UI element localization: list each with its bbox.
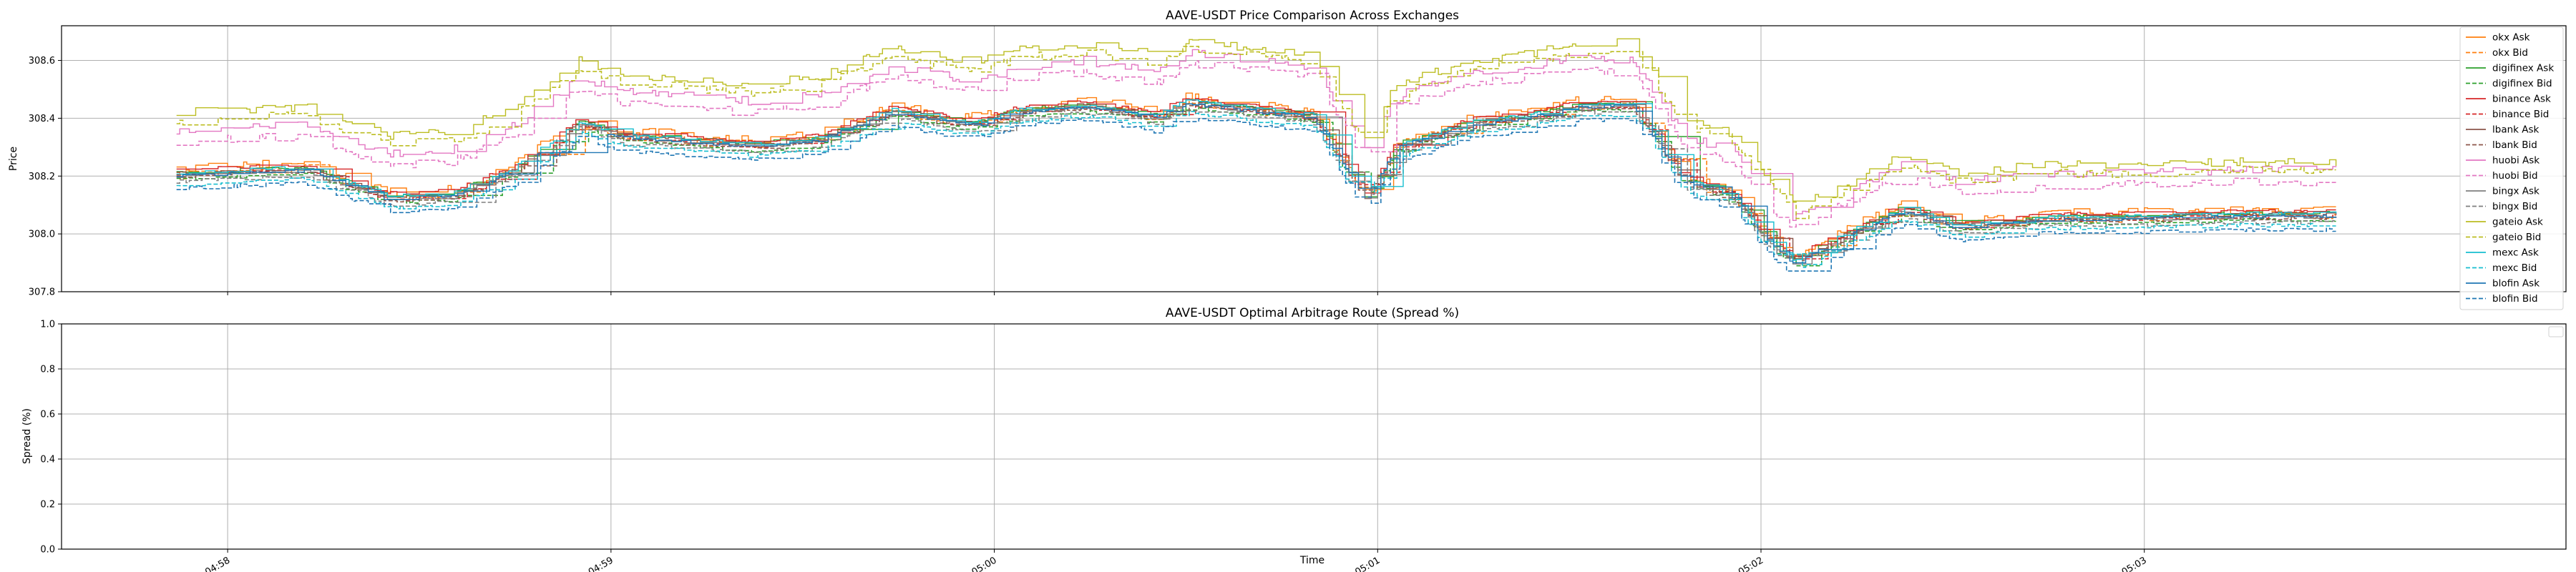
spread-xtick-label: 23 05:01 xyxy=(1340,555,1382,572)
series-line-huobi-ask xyxy=(176,49,2337,221)
spread-y-axis-label: Spread (%) xyxy=(21,408,33,464)
series-line-lbank-ask xyxy=(176,99,2337,260)
price-chart-title: AAVE-USDT Price Comparison Across Exchan… xyxy=(1166,9,1459,23)
legend-label: lbank Ask xyxy=(2492,124,2540,136)
spread-ytick-label: 0.8 xyxy=(40,365,55,375)
price-y-axis-label: Price xyxy=(8,147,19,171)
spread-ytick-label: 0.6 xyxy=(40,410,55,420)
series-line-bingx-bid xyxy=(176,110,2336,257)
spread-chart-title: AAVE-USDT Optimal Arbitrage Route (Sprea… xyxy=(1166,306,1459,320)
series-line-blofin-bid xyxy=(176,117,2336,272)
price-ytick-label: 308.0 xyxy=(29,230,55,240)
legend-label: okx Ask xyxy=(2492,32,2530,44)
price-comparison-panel: AAVE-USDT Price Comparison Across Exchan… xyxy=(8,9,2567,310)
spread-x-axis-label: Time xyxy=(1299,555,1324,566)
series-line-mexc-ask xyxy=(176,99,2337,261)
spread-chart-grid xyxy=(62,323,2566,550)
series-line-huobi-bid xyxy=(176,60,2336,228)
spread-xtick-label: 23 04:59 xyxy=(574,555,615,572)
legend-label: huobi Bid xyxy=(2492,170,2538,182)
spread-y-ticks: 0.0 0.2 0.4 0.6 0.8 1.0 xyxy=(40,320,62,556)
legend-label: binance Bid xyxy=(2492,109,2549,120)
spread-xtick-label: 23 05:02 xyxy=(1724,555,1765,572)
legend-label: blofin Bid xyxy=(2492,293,2538,305)
series-line-bingx-ask xyxy=(176,104,2337,265)
legend-label: mexc Ask xyxy=(2492,247,2539,259)
spread-xtick-label: 23 05:00 xyxy=(957,555,999,572)
price-ytick-label: 308.2 xyxy=(29,172,55,182)
spread-chart-frame xyxy=(61,323,2567,550)
price-ytick-label: 308.4 xyxy=(29,114,55,124)
legend-label: okx Bid xyxy=(2492,47,2528,59)
price-legend[interactable]: okx Ask okx Bid digifinex Ask digifinex Bid… xyxy=(2459,26,2564,310)
spread-xtick-label: 23 04:58 xyxy=(190,555,232,572)
spread-x-ticks: 23 04:58 23 04:59 23 05:00 23 05:01 23 05:02… xyxy=(190,549,2149,572)
legend-label: mexc Bid xyxy=(2492,262,2537,274)
spread-legend-box xyxy=(2548,326,2564,337)
price-ytick-label: 307.8 xyxy=(29,287,55,298)
legend-label: binance Ask xyxy=(2492,94,2551,105)
spread-ytick-label: 0.0 xyxy=(40,545,55,556)
series-line-blofin-ask xyxy=(176,103,2337,264)
spread-ytick-label: 0.4 xyxy=(40,455,55,465)
price-series-lines xyxy=(176,38,2337,272)
spread-ytick-label: 1.0 xyxy=(40,320,55,330)
spread-ytick-label: 0.2 xyxy=(40,500,55,511)
legend-label: huobi Ask xyxy=(2492,155,2540,167)
legend-label: gateio Bid xyxy=(2492,232,2541,243)
price-ytick-label: 308.6 xyxy=(29,56,55,66)
legend-label: bingx Ask xyxy=(2492,186,2540,197)
legend-label: digifinex Ask xyxy=(2492,63,2554,74)
price-chart-grid xyxy=(62,26,2566,292)
series-line-binance-ask xyxy=(176,98,2336,257)
price-y-ticks: 307.8 308.0 308.2 308.4 308.6 xyxy=(29,56,62,298)
price-x-ticks xyxy=(227,292,2145,295)
legend-label: digifinex Bid xyxy=(2492,78,2552,89)
legend-box xyxy=(2459,26,2564,310)
arbitrage-spread-panel: AAVE-USDT Optimal Arbitrage Route (Sprea… xyxy=(21,306,2567,572)
series-line-gateio-ask xyxy=(176,38,2337,202)
price-chart-frame xyxy=(61,25,2567,292)
series-line-gateio-bid xyxy=(176,46,2336,220)
series-line-digifinex-bid xyxy=(176,107,2336,267)
spread-xtick-label: 23 05:03 xyxy=(2107,555,2149,572)
series-line-digifinex-ask xyxy=(176,99,2336,260)
legend-label: bingx Bid xyxy=(2492,201,2537,212)
legend-label: blofin Ask xyxy=(2492,278,2540,290)
legend-label: gateio Ask xyxy=(2492,217,2543,228)
series-line-mexc-bid xyxy=(176,111,2336,268)
legend-label: lbank Bid xyxy=(2492,139,2537,151)
